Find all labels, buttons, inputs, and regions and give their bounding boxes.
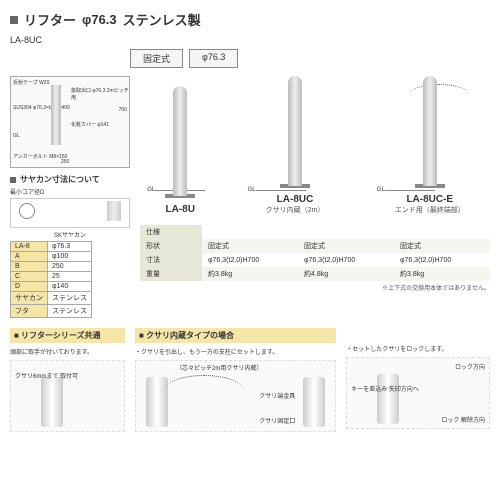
title-marker	[10, 16, 18, 24]
sayakan-table: LA-8φ76.3 Aφ100 B250 C25 Dφ140 サヤカンステンレス…	[10, 241, 92, 318]
title-main: リフター	[24, 10, 76, 29]
sayakan-caption: SKサヤカン	[10, 230, 130, 239]
product-area: GL LA-8U GL LA-8UC クサリ内蔵（2m） GL LA-8UC-E	[140, 76, 490, 318]
bottom-1: ■ リフターシリーズ共通 頭部に取手が付いております。 クサリ6mmまで 取付可	[10, 328, 125, 432]
product-3: GL LA-8UC-E エンド用（最終端部）	[395, 76, 465, 215]
detail-table: 仕様 形状固定式固定式固定式 寸法φ76.3(t2.0)H700φ76.3(t2…	[140, 225, 490, 281]
sayakan-title: サヤカン寸法について	[10, 174, 130, 185]
tech-diagram: 反射テープ W20 抜取出口 φ76.3 2mピッチ用 SUS304 φ76.3…	[10, 76, 130, 168]
sayakan-sub: 最小コア径D	[10, 187, 130, 196]
product-2: GL LA-8UC クサリ内蔵（2m）	[266, 76, 325, 215]
badge-dia: φ76.3	[189, 49, 238, 68]
detail-note: ※上下式の交換用本体ではありません。	[140, 283, 490, 292]
title-material: ステンレス製	[123, 10, 201, 29]
sayakan-diagram	[10, 198, 130, 228]
badge-row: 固定式 φ76.3	[130, 49, 490, 68]
product-1: GL LA-8U	[165, 86, 195, 215]
model-code: LA-8UC	[10, 35, 490, 45]
title-spec: φ76.3	[82, 12, 117, 27]
bottom-3: ・セットしたクサリをロックします。 ロック方向 キーを差込み 矢印方向へ ロック…	[346, 328, 490, 432]
badge-type: 固定式	[130, 49, 183, 68]
diagram-column: 反射テープ W20 抜取出口 φ76.3 2mピッチ用 SUS304 φ76.3…	[10, 76, 130, 318]
bottom-section: ■ リフターシリーズ共通 頭部に取手が付いております。 クサリ6mmまで 取付可…	[10, 328, 490, 432]
title-bar: リフター φ76.3 ステンレス製	[10, 10, 490, 29]
bottom-2: ■ クサリ内蔵タイプの場合 ・クサリを引出し、もう一方の支柱にセットします。 （…	[135, 328, 336, 432]
